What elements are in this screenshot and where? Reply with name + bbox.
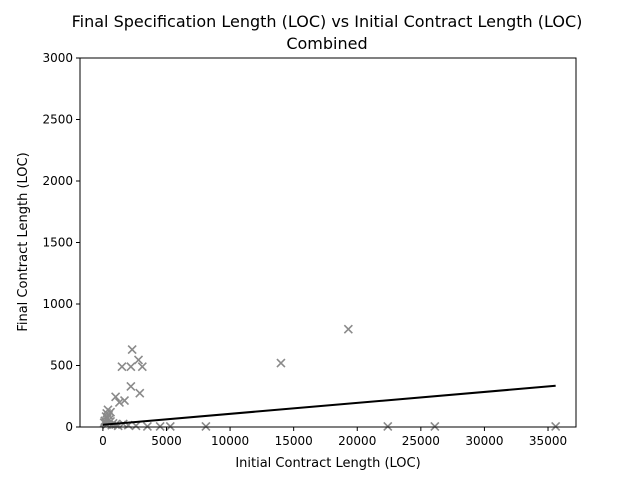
x-tick-label: 15000 (275, 434, 313, 448)
data-point (126, 381, 136, 391)
y-tick-label: 2000 (42, 174, 73, 188)
data-point (117, 362, 127, 372)
trend-line (102, 384, 556, 426)
plot-area (99, 324, 561, 431)
x-tick-label: 25000 (402, 434, 440, 448)
data-point (142, 421, 152, 431)
data-point (119, 395, 130, 406)
y-tick-label: 0 (65, 420, 73, 434)
x-axis: 0 5000 10000 15000 20000 25000 30000 35000 (99, 427, 567, 448)
x-tick-label: 10000 (211, 434, 249, 448)
y-tick-label: 1500 (42, 236, 73, 250)
data-point (114, 397, 124, 407)
chart-title: Final Specification Length (LOC) vs Init… (72, 12, 583, 31)
data-point (383, 421, 393, 431)
y-axis-label: Final Contract Length (LOC) (16, 152, 31, 331)
x-tick-label: 30000 (465, 434, 503, 448)
chart-subtitle: Combined (286, 34, 367, 53)
data-point (155, 421, 165, 431)
x-tick-label: 35000 (529, 434, 567, 448)
x-tick-label: 5000 (151, 434, 182, 448)
data-point (137, 362, 147, 372)
data-point (126, 362, 136, 372)
data-point (133, 355, 144, 365)
data-point (165, 421, 175, 431)
y-tick-label: 2500 (42, 113, 73, 127)
data-point (551, 421, 561, 431)
x-tick-label: 0 (99, 434, 107, 448)
data-point (276, 358, 286, 368)
data-point (127, 344, 137, 355)
y-axis: 0 500 1000 1500 2000 2500 3000 (42, 51, 80, 434)
x-axis-label: Initial Contract Length (LOC) (235, 456, 420, 471)
data-point (111, 392, 121, 402)
y-tick-label: 1000 (42, 297, 73, 311)
data-point (135, 388, 145, 398)
data-point (430, 421, 440, 431)
plot-frame (79, 57, 577, 428)
data-point (201, 421, 211, 431)
y-tick-label: 3000 (42, 51, 73, 65)
x-tick-label: 20000 (338, 434, 376, 448)
y-tick-label: 500 (50, 359, 73, 373)
data-point (343, 324, 353, 334)
